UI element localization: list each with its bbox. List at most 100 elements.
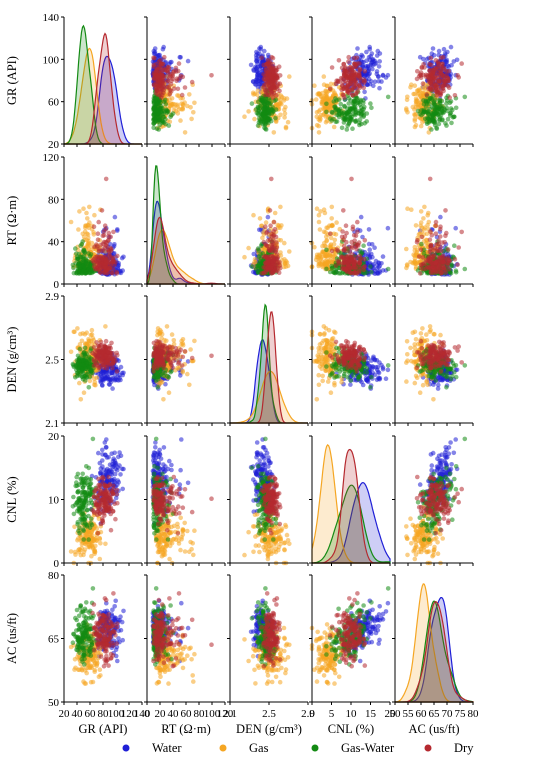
point-dry [340,229,345,234]
point-gas-water [434,126,440,131]
point-dry [452,93,458,98]
point-dry [362,238,368,243]
point-water [364,49,369,55]
point-dry [96,246,101,252]
point-dry [419,234,425,240]
point-dry [271,219,277,225]
point-dry [357,85,363,90]
point-dry [92,264,97,269]
point-gas [75,326,80,331]
point-gas-water [86,385,92,390]
point-dry [433,231,439,236]
point-gas [412,91,418,97]
point-dry [329,65,335,70]
point-gas-water [359,107,365,113]
point-dry [268,74,274,80]
point-dry [353,265,358,270]
point-gas [413,261,419,266]
point-gas [71,329,77,335]
point-gas [182,130,188,135]
point-dry [271,257,277,263]
point-gas [323,253,328,258]
y-tick-label: 100 [43,54,60,66]
point-gas-water [419,112,424,118]
point-water [376,74,381,79]
point-gas [81,390,87,396]
point-gas-water [344,127,350,132]
point-dry [270,61,276,67]
point-gas-water [443,121,448,126]
point-gas-water [329,109,335,115]
point-gas [89,240,95,246]
point-dry [414,239,420,245]
point-gas [282,240,287,246]
point-water [177,54,183,60]
point-dry [259,55,265,61]
point-dry [166,66,172,71]
point-water [110,386,115,391]
point-dry [442,239,448,245]
point-gas-water [76,251,82,257]
point-dry [269,176,274,182]
point-dry [355,219,360,225]
point-gas-water [350,107,356,113]
point-water [380,254,386,259]
point-dry [177,76,182,81]
point-water [358,214,364,220]
point-gas [78,331,83,337]
point-gas [315,254,321,260]
point-gas [317,227,323,232]
point-dry [96,257,101,263]
point-gas [89,327,95,333]
point-water [255,64,260,70]
point-dry [276,64,282,69]
point-gas-water [452,243,457,248]
point-dry [113,259,118,265]
point-gas [77,209,82,214]
point-gas-water [424,119,430,125]
point-gas-water [447,111,453,116]
point-dry [358,67,363,72]
point-gas [418,93,423,98]
point-gas-water [453,268,459,274]
point-dry [267,237,273,242]
point-water [445,49,450,55]
point-dry [327,231,333,236]
point-dry [427,237,433,242]
point-dry [427,259,432,265]
point-dry [335,248,341,254]
point-dry [350,224,356,229]
point-gas-water [419,241,424,247]
point-dry [259,271,265,276]
point-gas-water [73,246,78,251]
point-gas-water [160,119,165,124]
point-gas-water [337,106,343,112]
point-dry [176,68,181,74]
point-dry [420,254,426,260]
point-dry [432,66,438,71]
point-gas [242,114,247,119]
point-gas [189,116,194,122]
point-gas [68,349,74,355]
point-dry [445,75,450,81]
point-gas-water [249,264,255,269]
point-dry [344,230,349,236]
point-gas [246,245,251,251]
point-dry [342,246,348,252]
point-dry [343,267,349,272]
point-dry [337,79,342,84]
point-dry [417,271,423,276]
point-gas [424,240,429,246]
point-gas-water [439,98,445,104]
point-dry [336,58,342,63]
point-gas [86,225,92,230]
point-gas-water [369,269,374,275]
point-gas-water [266,107,272,113]
point-gas [316,219,322,225]
point-gas [422,204,427,210]
point-water [121,254,126,260]
point-gas-water [431,119,436,124]
point-water [110,376,116,381]
point-gas-water [77,346,83,352]
